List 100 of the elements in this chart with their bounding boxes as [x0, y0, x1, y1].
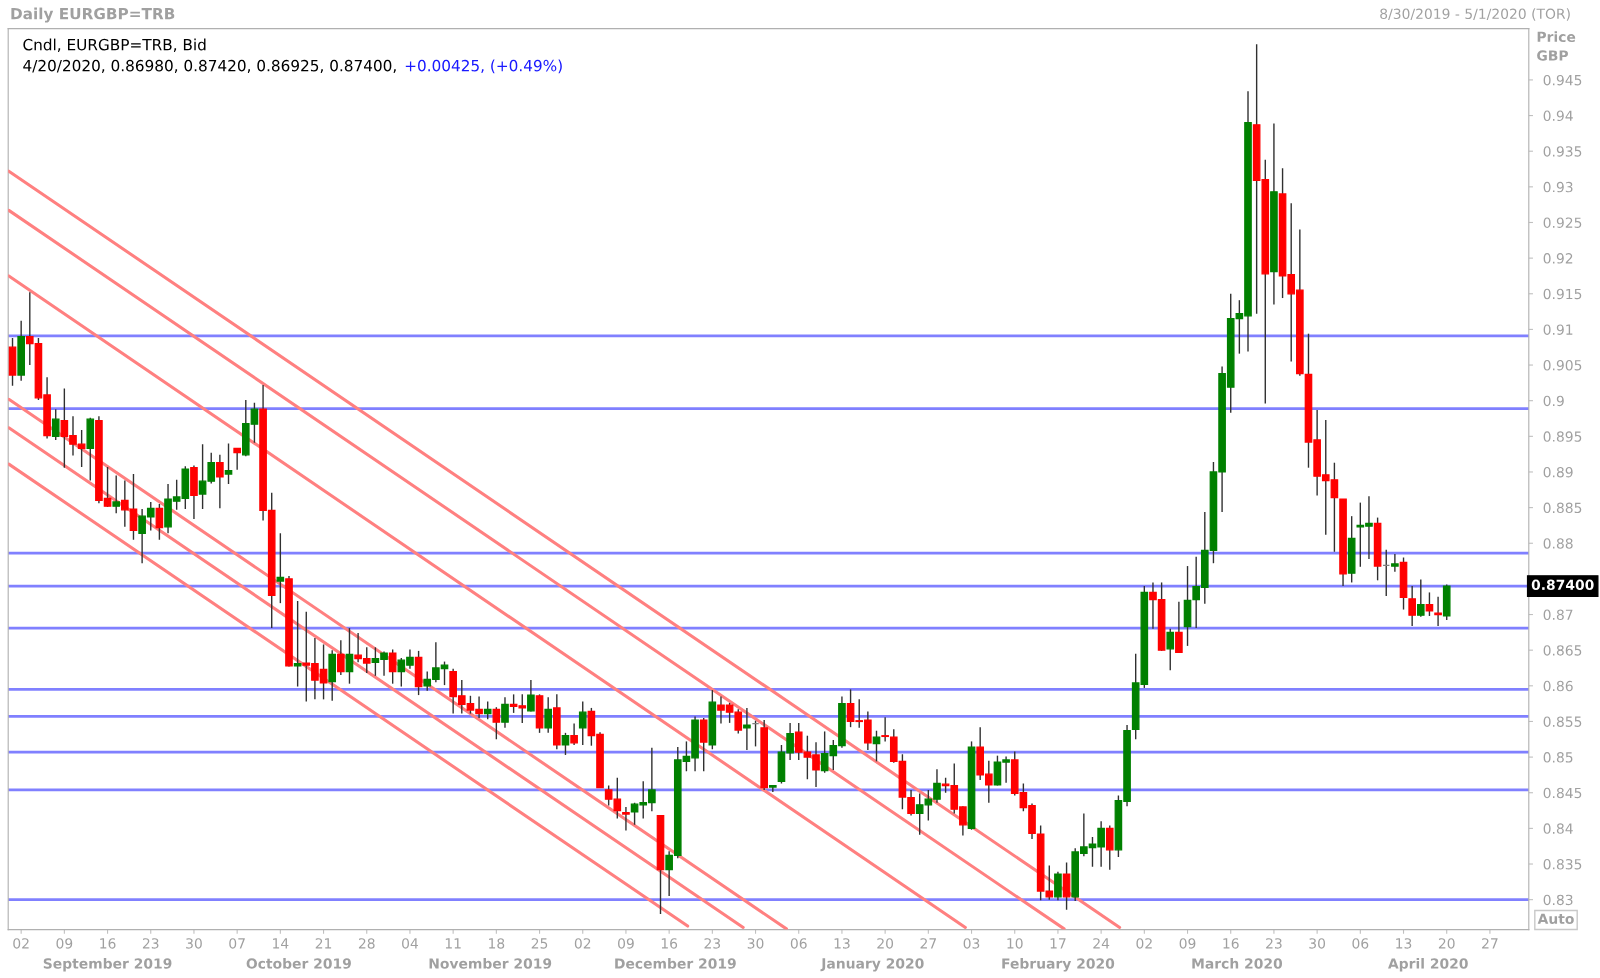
candlestick: [1054, 871, 1062, 902]
y-tick-label: 0.905: [1543, 360, 1582, 371]
candlestick: [233, 447, 241, 471]
candlestick: [1408, 585, 1416, 627]
annotation: Cndl, EURGBP=TRB, Bid: [23, 38, 206, 52]
x-tick-label: 09: [618, 938, 634, 949]
y-tick-label: 0.895: [1543, 431, 1582, 442]
candlestick: [492, 706, 501, 740]
x-tick-label: 30: [1309, 938, 1326, 949]
y-tick-label: 0.92: [1543, 253, 1573, 264]
x-tick-label: 02: [1136, 938, 1152, 949]
x2-tick-label: April 2020: [1388, 958, 1468, 972]
y-tick-label: 0.84: [1543, 823, 1573, 834]
y-tick-label: 0.935: [1543, 146, 1582, 157]
x-tick-label: 16: [1223, 938, 1239, 949]
x-tick-label: 25: [531, 938, 548, 949]
y-tick-label: 0.885: [1543, 502, 1582, 514]
candlestick: [345, 627, 354, 685]
x-tick-label: 27: [920, 938, 936, 949]
x-tick-label: 30: [747, 938, 764, 949]
x-tick-label: 10: [1007, 938, 1023, 949]
chart-title: Daily EURGBP=TRB: [11, 7, 175, 23]
y-tick-label: 0.94: [1543, 110, 1573, 122]
x-tick-label: 11: [445, 938, 461, 949]
candlestick: [155, 503, 164, 541]
y-tick-label: 0.915: [1543, 288, 1582, 300]
candlestick: [1434, 596, 1442, 627]
x-tick-label: 17: [1050, 938, 1066, 949]
candlestick: [743, 707, 751, 751]
candlestick: [622, 806, 630, 832]
x2-tick-label: March 2020: [1192, 958, 1283, 969]
x-tick-label: 09: [1179, 938, 1196, 949]
y-tick-label: 0.86: [1543, 680, 1573, 692]
chart-subtitle: 8/30/2019 - 5/1/2020 (TOR): [1380, 8, 1570, 21]
y-tick-label: 0.925: [1543, 217, 1582, 228]
candlestick: [337, 639, 345, 676]
candlestick: [216, 454, 224, 510]
candlestick: [699, 717, 708, 773]
x-tick-label: 13: [1396, 938, 1412, 949]
candlestick: [1391, 553, 1399, 573]
x-tick-label: 09: [56, 938, 73, 949]
y-tick-label: 0.89: [1543, 466, 1573, 478]
x-tick-label: 02: [574, 938, 591, 949]
candlestick: [293, 600, 302, 688]
x-tick-label: 27: [1482, 938, 1498, 949]
x-tick-label: 06: [790, 938, 807, 949]
candlestick: [544, 696, 553, 734]
x-tick-label: 23: [142, 938, 159, 949]
candlestick: [1062, 861, 1071, 911]
text: Auto: [1537, 913, 1574, 925]
candlestick: [1425, 591, 1434, 617]
x-tick-label: 23: [704, 938, 721, 949]
ref-line-label: 0.87400: [1531, 579, 1594, 591]
candlestick: [1175, 601, 1183, 654]
candlestick: [388, 648, 397, 685]
y-tick-label: 0.85: [1543, 752, 1573, 763]
y-tick-label: 0.88: [1543, 538, 1573, 549]
y-tick-label: 0.855: [1543, 716, 1582, 727]
y-tick-label: 0.865: [1543, 645, 1582, 656]
x-tick-label: 13: [834, 938, 850, 949]
y-tick-label: 0.9: [1543, 395, 1564, 407]
candlestick: [527, 679, 535, 713]
x-tick-label: 02: [13, 938, 29, 949]
y-tick-label: 0.93: [1543, 181, 1573, 193]
annotation: 4/20/2020, 0.86980, 0.87420, 0.86925, 0.87400,: [23, 59, 396, 73]
x2-tick-label: February 2020: [1002, 958, 1115, 972]
candlestick: [1416, 578, 1425, 618]
y-tick-label: 0.91: [1543, 324, 1573, 335]
x-tick-label: 28: [358, 938, 375, 949]
y-tick-label: 0.87: [1543, 609, 1573, 621]
x2-tick-label: November 2019: [429, 958, 552, 969]
x2-tick-label: October 2019: [246, 958, 351, 969]
y-tick-label: 0.945: [1543, 74, 1582, 86]
candlestick: [51, 408, 60, 441]
y-tick-label: 0.845: [1543, 787, 1582, 799]
x-tick-label: 16: [661, 938, 678, 949]
x-tick-label: 16: [100, 938, 116, 949]
candlestick: [1166, 628, 1175, 671]
y-tick-label: 0.835: [1543, 858, 1582, 870]
candlestick: [872, 730, 881, 763]
x-tick-label: 06: [1352, 938, 1369, 949]
x-tick-label: 24: [1093, 938, 1110, 949]
y-tick-label: 0.83: [1543, 894, 1573, 906]
candlestick: [578, 700, 587, 746]
candlestick: [1105, 824, 1114, 871]
annotation: +0.00425, (+0.49%): [405, 59, 562, 74]
x2-tick-label: January 2020: [820, 958, 924, 972]
candlestick: [570, 722, 578, 746]
x-tick-label: 04: [402, 938, 419, 949]
candlestick: [112, 474, 121, 515]
x-tick-label: 07: [229, 938, 245, 949]
x-tick-label: 03: [963, 938, 980, 949]
candlestick: [501, 696, 509, 729]
candlestick: [276, 532, 285, 604]
x-tick-label: 23: [1266, 938, 1282, 949]
y-axis-title: Price GBP: [1537, 31, 1576, 61]
x-tick-label: 21: [315, 938, 332, 949]
x2-tick-label: September 2019: [43, 958, 172, 972]
x-tick-label: 14: [273, 938, 289, 949]
x-tick-label: 30: [186, 938, 202, 949]
